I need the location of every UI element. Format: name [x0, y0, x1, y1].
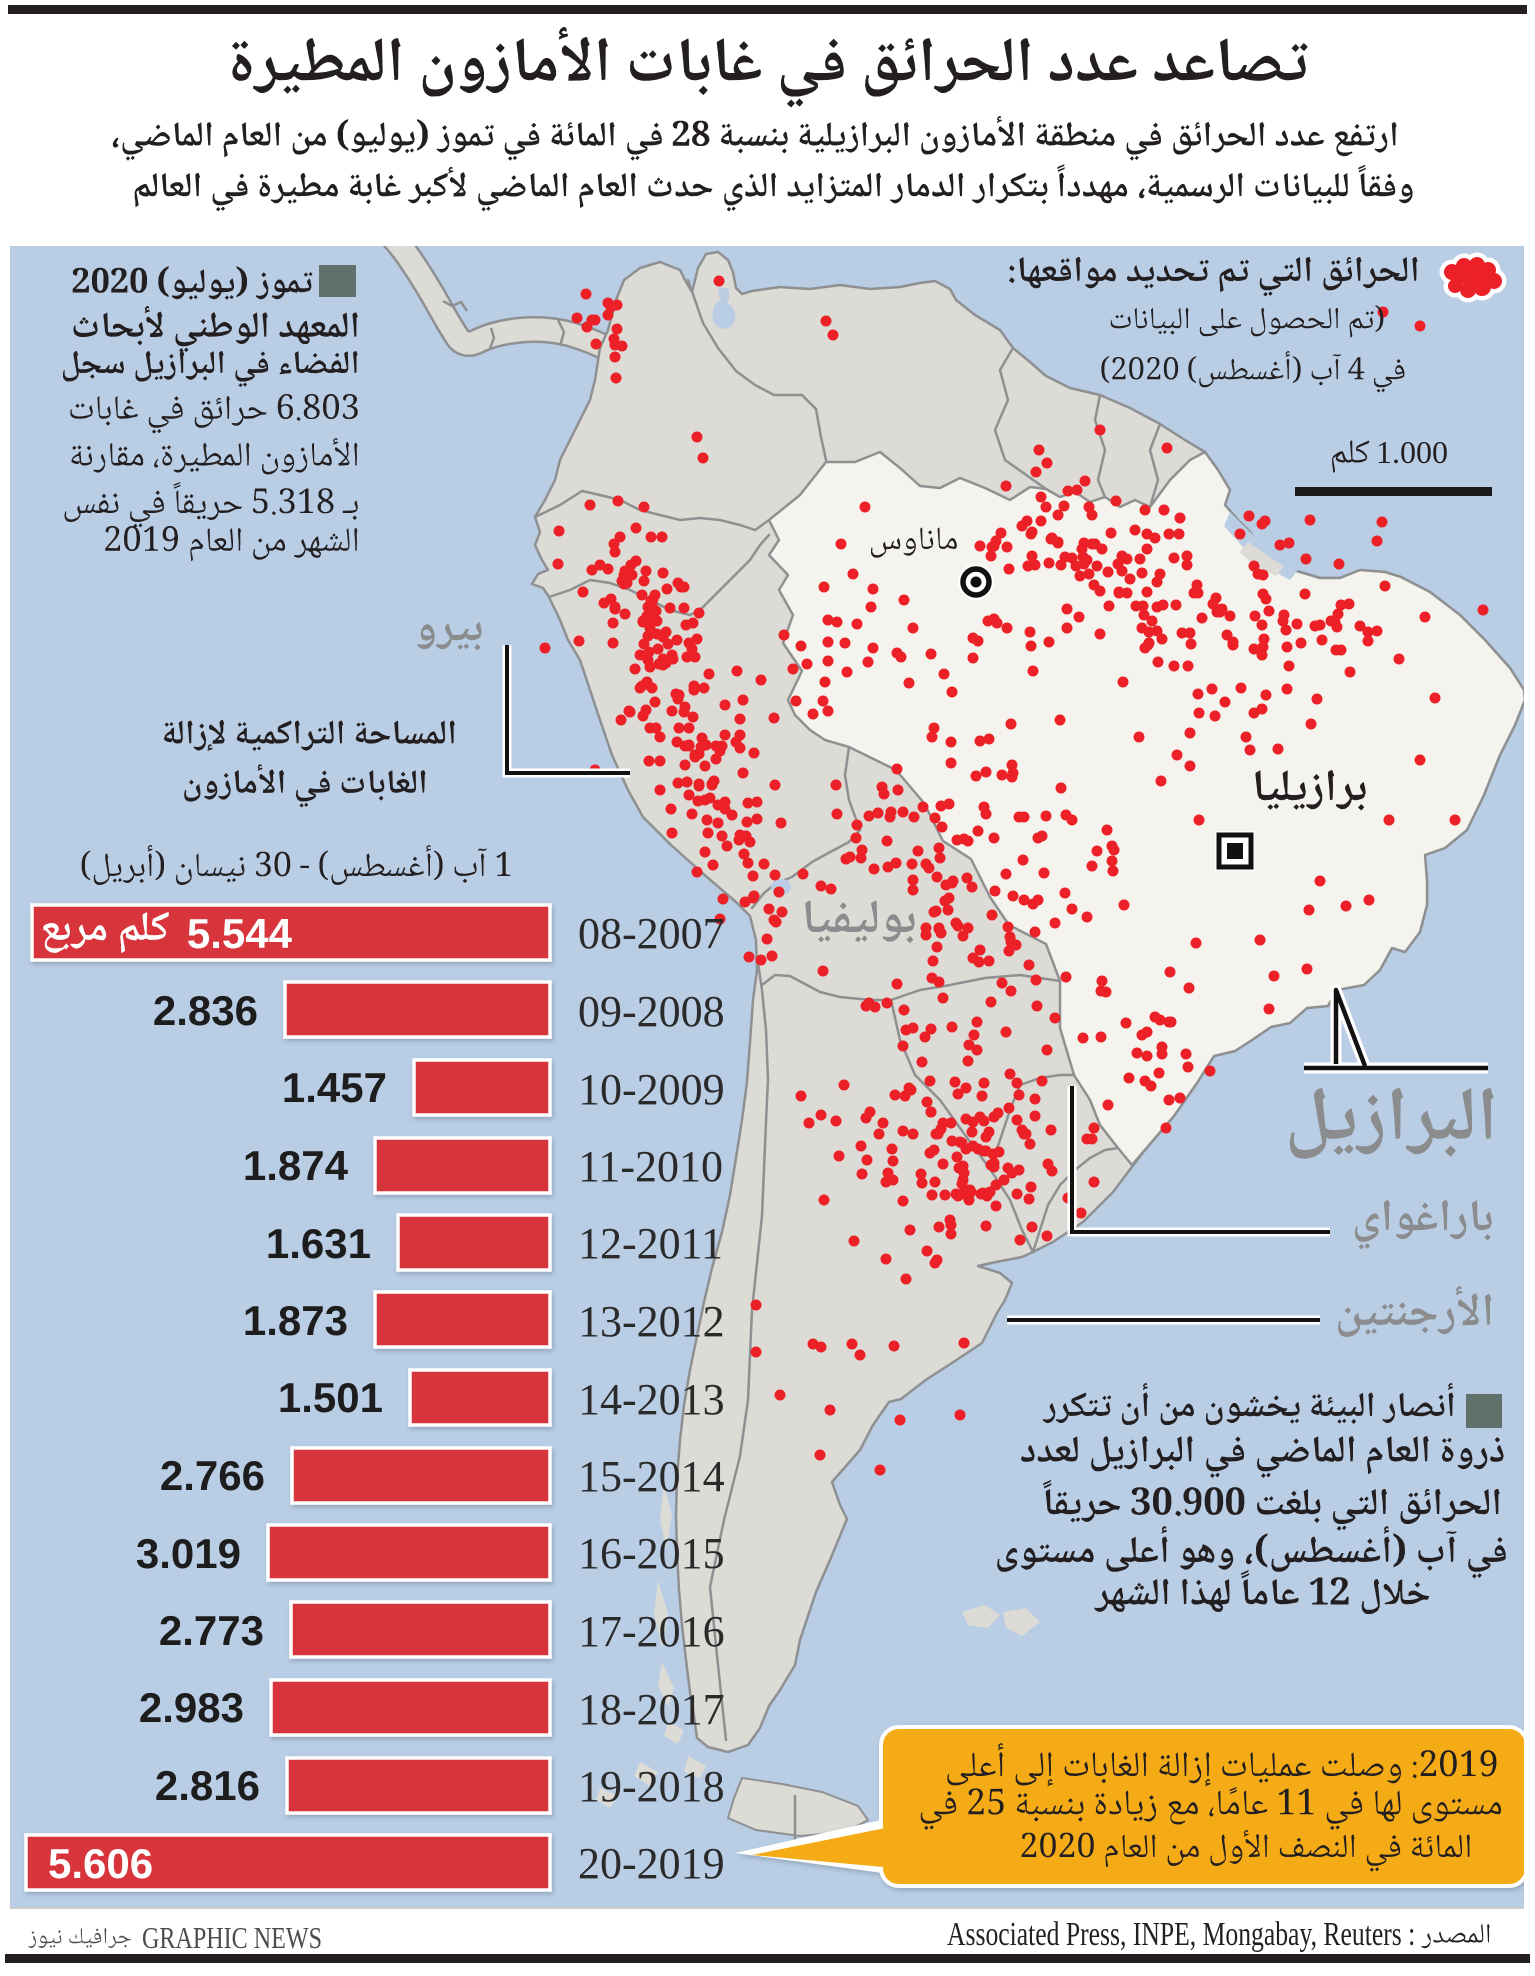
svg-text:1.457: 1.457: [282, 1064, 387, 1111]
svg-text:1.873: 1.873: [243, 1297, 348, 1344]
svg-text:Associated Press, INPE, Mongab: Associated Press, INPE, Mongabay, Reuter…: [947, 1916, 1415, 1953]
svg-text:13-2012: 13-2012: [578, 1297, 725, 1346]
svg-text:1.631: 1.631: [266, 1220, 371, 1267]
svg-text:5.544: 5.544: [187, 910, 293, 957]
svg-text:19-2018: 19-2018: [578, 1762, 725, 1811]
svg-text:5.606: 5.606: [48, 1840, 153, 1887]
svg-text:GRAPHIC NEWS: GRAPHIC NEWS: [142, 1920, 322, 1955]
svg-text:17-2016: 17-2016: [578, 1607, 725, 1656]
svg-text:15-2014: 15-2014: [578, 1452, 725, 1501]
svg-text:2.773: 2.773: [159, 1607, 264, 1654]
svg-text:12-2011: 12-2011: [578, 1219, 723, 1268]
svg-text:09-2008: 09-2008: [578, 987, 725, 1036]
svg-text:16-2015: 16-2015: [578, 1529, 725, 1578]
svg-text:2.816: 2.816: [155, 1762, 260, 1809]
svg-text:2.766: 2.766: [160, 1452, 265, 1499]
svg-text:18-2017: 18-2017: [578, 1685, 725, 1734]
svg-text:11-2010: 11-2010: [578, 1142, 723, 1191]
svg-text:14-2013: 14-2013: [578, 1375, 725, 1424]
svg-text:2.836: 2.836: [153, 987, 258, 1034]
svg-text:20-2019: 20-2019: [578, 1839, 725, 1888]
svg-text:10-2009: 10-2009: [578, 1065, 725, 1114]
svg-text:2.983: 2.983: [139, 1684, 244, 1731]
svg-text:1.501: 1.501: [278, 1374, 383, 1421]
svg-text:3.019: 3.019: [136, 1530, 241, 1577]
svg-text:1.874: 1.874: [243, 1142, 349, 1189]
svg-text:1.000: 1.000: [1376, 434, 1448, 470]
svg-text:08-2007: 08-2007: [578, 909, 725, 958]
